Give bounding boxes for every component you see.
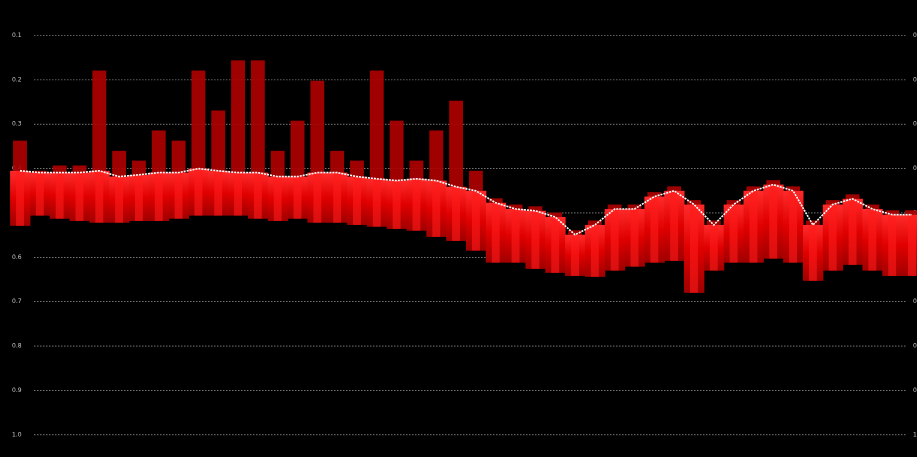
band-core [313,173,321,223]
y-tick-label: 0.7 [12,298,22,305]
spike [469,171,483,191]
spike [211,110,225,170]
band-core [175,173,183,219]
page: {"chart_data": { "type": "band", "y_inve… [0,0,917,457]
spike [727,200,741,204]
band-core [452,187,460,241]
band-core [56,173,64,219]
spike [410,161,424,179]
band-core [730,205,738,263]
band-core [472,191,480,251]
spike [132,161,146,175]
band-core [432,181,440,237]
band-core [829,205,837,271]
y-tick-label: 0.2 [12,76,22,83]
band-core [631,209,639,267]
band-core [888,215,896,276]
band-core [551,217,559,273]
band-core [373,179,381,227]
spike [271,151,285,177]
spike [429,130,443,180]
band-core [76,173,84,221]
spike [152,130,166,172]
spike [667,186,681,190]
spike [231,60,245,172]
band-core [36,173,44,216]
y-tick-label-right: 0.8 [913,343,917,350]
band-core [155,173,163,221]
y-tick-label-right: 0.1 [913,32,917,39]
band-core [393,181,401,229]
y-tick-label-right: 0.9 [913,387,917,394]
y-tick-label: 1.0 [12,431,22,438]
spike [13,141,27,171]
band-core [809,225,817,281]
band-core [135,175,143,221]
spike [112,151,126,177]
band-core [214,171,222,216]
band-core [769,185,777,259]
band-core [710,225,718,271]
band-core [611,209,619,271]
spike [390,121,404,181]
spike [330,151,344,173]
y-tick-label: 0.8 [12,343,22,350]
band-core [95,171,103,223]
band-core [908,215,916,276]
y-tick-label-right: 0.2 [913,76,917,83]
band-core [868,209,876,271]
spike [251,60,265,172]
band-core [571,235,579,276]
y-tick-label: 0.1 [12,32,22,39]
band-core [353,177,361,225]
spike [370,71,384,179]
spike [191,71,205,169]
spike [92,71,106,171]
band-core [789,191,797,263]
spike [766,180,780,184]
band-core [412,179,420,231]
band-core [115,177,123,223]
band-core [591,225,599,277]
band-core [670,191,678,261]
band-core [690,205,698,293]
band-core [849,199,857,265]
spike [350,161,364,177]
spike [291,121,305,177]
band-core [650,197,658,263]
spike [53,165,67,172]
band-core [531,211,539,269]
band-core [16,171,24,226]
band-core [512,209,520,263]
band-core [274,177,282,221]
y-tick-label: 0.9 [12,387,22,394]
y-tick-label-right: 0.7 [913,298,917,305]
band-core [749,191,757,263]
spike [449,101,463,187]
band-core [333,173,341,223]
band-core [234,173,242,216]
spike [310,81,324,173]
chart: 0.10.10.20.20.30.30.40.40.50.50.60.60.70… [0,0,917,457]
band-core [492,203,500,263]
y-tick-label: 0.3 [12,121,22,128]
y-tick-label-right: 1.0 [913,431,917,438]
band-core [294,177,302,219]
band-core [194,169,202,216]
y-tick-label-right: 0.3 [913,121,917,128]
y-tick-label-right: 0.4 [913,165,917,172]
spike [172,141,186,173]
y-tick-label: 0.6 [12,254,22,261]
band-core [254,173,262,219]
